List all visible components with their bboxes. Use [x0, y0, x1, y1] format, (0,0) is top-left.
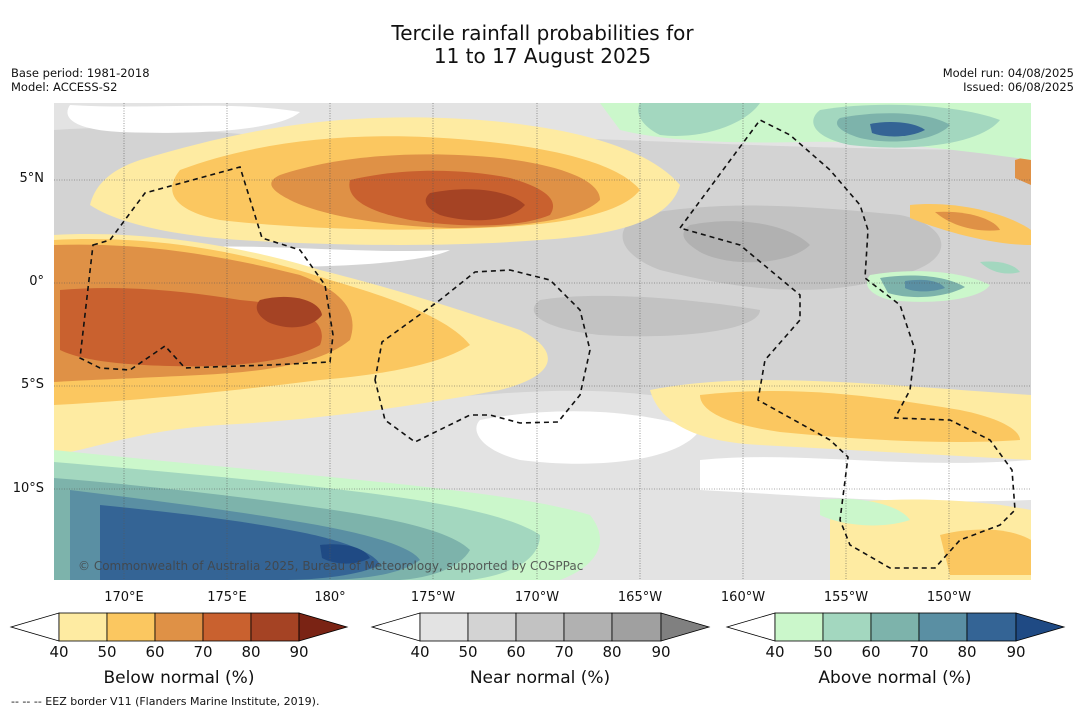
- colorbar-tick: 80: [957, 643, 977, 661]
- above-normal-region: [638, 103, 760, 136]
- lon-label: 175°E: [207, 590, 247, 605]
- graticule: [54, 103, 1031, 580]
- above-normal-region: [870, 122, 925, 137]
- lat-label: 5°N: [19, 171, 45, 186]
- colorbar-title-near: Near normal (%): [469, 668, 611, 688]
- model-info: Base period: 1981-2018 Model: ACCESS-S2: [11, 66, 150, 94]
- eez-borders: [79, 118, 1016, 569]
- above-normal-region: [980, 261, 1020, 274]
- colorbar-above: [725, 612, 1066, 642]
- lat-label: 10°S: [12, 481, 44, 496]
- below-normal-region: [425, 189, 525, 221]
- low-probability-patch: [67, 105, 300, 133]
- near-normal-region: [683, 221, 810, 263]
- colorbar-tick: 40: [765, 643, 785, 661]
- model-run-date: Model run: 04/08/2025: [942, 66, 1074, 80]
- lon-label: 150°W: [926, 590, 972, 605]
- copyright-notice: © Commonwealth of Australia 2025, Bureau…: [78, 559, 584, 573]
- issued-date: Issued: 06/08/2025: [963, 80, 1074, 94]
- base-period: Base period: 1981-2018: [11, 66, 150, 80]
- colorbar-tick: 60: [145, 643, 165, 661]
- map-title: Tercile rainfall probabilities for 11 to…: [0, 22, 1085, 68]
- above-normal-region: [820, 498, 910, 526]
- lon-label: 180°: [314, 590, 346, 605]
- lat-label: 0°: [29, 274, 44, 289]
- lon-label: 170°E: [104, 590, 144, 605]
- run-info: Model run: 04/08/2025 Issued: 06/08/2025: [943, 66, 1074, 94]
- title-line-2: 11 to 17 August 2025: [433, 44, 652, 68]
- lon-label: 175°W: [410, 590, 456, 605]
- colorbar-tick: 50: [458, 643, 478, 661]
- lon-label: 170°W: [514, 590, 560, 605]
- lon-label: 155°W: [823, 590, 869, 605]
- eez-border: [374, 269, 591, 443]
- below-normal-region: [1015, 155, 1031, 185]
- eez-border: [678, 118, 1016, 569]
- colorbar-tick: 50: [97, 643, 117, 661]
- model-name: Model: ACCESS-S2: [11, 80, 118, 94]
- colorbar-tick: 90: [289, 643, 309, 661]
- colorbar-tick: 80: [602, 643, 622, 661]
- colorbar-title-below: Below normal (%): [103, 668, 255, 688]
- colorbar-below: [9, 612, 349, 642]
- colorbar-tick: 60: [861, 643, 881, 661]
- below-normal-region: [700, 390, 1020, 443]
- eez-border: [79, 166, 334, 371]
- colorbar-title-above: Above normal (%): [818, 668, 972, 688]
- lat-label: 5°S: [20, 377, 44, 392]
- lon-label: 160°W: [720, 590, 766, 605]
- near-normal-region: [533, 295, 760, 337]
- colorbar-tick: 40: [49, 643, 69, 661]
- below-normal-region: [940, 529, 1031, 575]
- low-probability-patch: [700, 457, 1031, 502]
- colorbar-tick: 80: [241, 643, 261, 661]
- below-normal-region: [256, 296, 322, 328]
- lon-label: 165°W: [617, 590, 663, 605]
- colorbar-tick: 50: [813, 643, 833, 661]
- above-normal-region: [320, 544, 370, 564]
- eez-footnote: -- -- -- EEZ border V11 (Flanders Marine…: [11, 695, 320, 708]
- below-normal-region: [935, 211, 1000, 231]
- low-probability-patch: [476, 411, 700, 464]
- colorbar-tick: 90: [1006, 643, 1026, 661]
- below-normal-region: [60, 288, 322, 367]
- colorbar-tick: 60: [506, 643, 526, 661]
- colorbar-tick: 70: [554, 643, 574, 661]
- title-line-1: Tercile rainfall probabilities for: [391, 21, 694, 45]
- colorbar-tick: 40: [410, 643, 430, 661]
- colorbar-near: [370, 612, 711, 642]
- colorbar-tick: 90: [651, 643, 671, 661]
- above-normal-region: [100, 505, 380, 580]
- colorbar-tick: 70: [193, 643, 213, 661]
- colorbar-tick: 70: [909, 643, 929, 661]
